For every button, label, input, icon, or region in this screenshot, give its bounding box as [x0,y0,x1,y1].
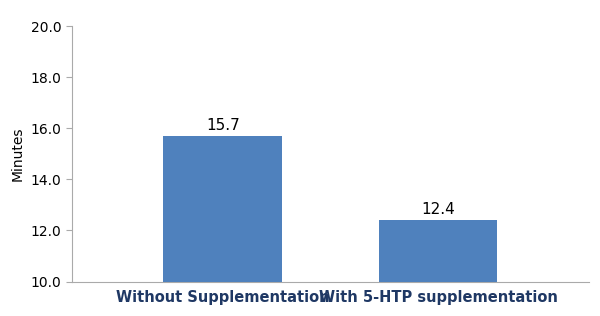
Bar [163,136,282,282]
Text: 15.7: 15.7 [206,118,239,133]
Bar [379,220,497,282]
Y-axis label: Minutes: Minutes [11,127,25,181]
Text: 12.4: 12.4 [421,202,455,217]
